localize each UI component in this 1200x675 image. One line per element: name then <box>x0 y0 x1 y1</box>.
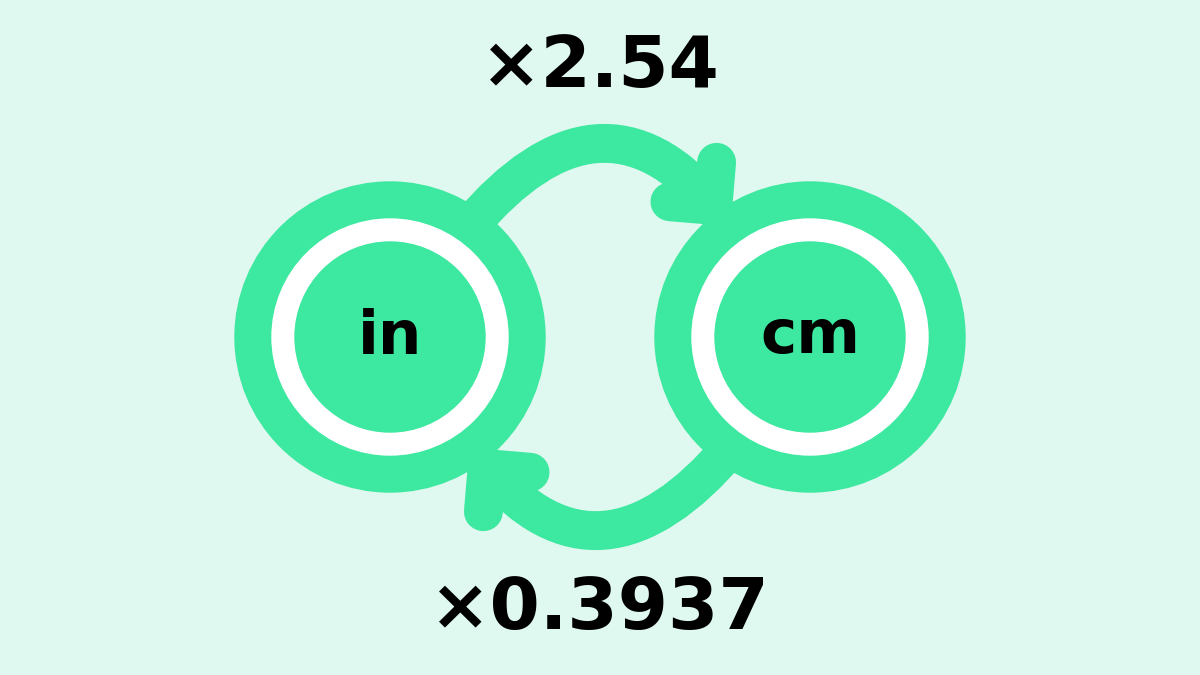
Circle shape <box>295 242 485 432</box>
Circle shape <box>715 242 905 432</box>
Text: in: in <box>358 308 422 367</box>
FancyArrowPatch shape <box>484 448 731 531</box>
FancyArrowPatch shape <box>469 143 716 226</box>
Text: ×2.54: ×2.54 <box>480 34 720 103</box>
Circle shape <box>235 182 545 492</box>
Text: ×0.3937: ×0.3937 <box>430 576 770 645</box>
Circle shape <box>272 219 508 455</box>
Circle shape <box>655 182 965 492</box>
Circle shape <box>692 219 928 455</box>
Text: cm: cm <box>760 308 860 367</box>
